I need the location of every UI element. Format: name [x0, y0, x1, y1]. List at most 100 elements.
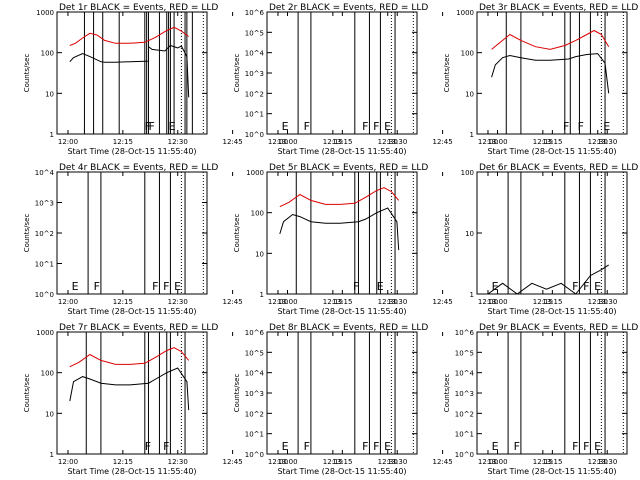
x-tick-label: 12:15: [533, 298, 553, 306]
y-tick-label: 10^4: [35, 169, 55, 177]
plot-title: Det 7r BLACK = Events, RED = LLD: [59, 323, 218, 333]
y-axis-label: Counts/sec: [443, 374, 451, 413]
plot-title: Det 3r BLACK = Events, RED = LLD: [479, 3, 638, 13]
flag-letter: E: [174, 280, 181, 293]
x-tick-label: 12:45: [433, 298, 453, 306]
flag-letter: F: [163, 280, 169, 293]
flag-letter: F: [583, 440, 589, 453]
y-tick-label: 10^3: [245, 390, 264, 398]
x-tick-label: 13:30: [597, 298, 617, 306]
x-axis-label: Start Time (28-Oct-15 11:55:40): [487, 467, 616, 476]
x-tick-label: 12:00: [478, 298, 498, 306]
detector-panel: Det 6r BLACK = Events, RED = LLD 12:00 12:…: [443, 163, 638, 316]
detector-panel: Det 8r BLACK = Events, RED = LLD 12:00 12:…: [233, 323, 617, 476]
x-tick-label: 12:30: [378, 298, 398, 306]
x-tick-label: 12:00: [268, 138, 288, 146]
y-tick-label: 10: [45, 90, 54, 98]
flag-letter: E: [72, 280, 79, 293]
y-tick-label: 10^4: [455, 370, 475, 378]
plot-frame: [56, 331, 208, 455]
flag-letter: F: [304, 120, 310, 133]
y-tick-label: 1: [470, 291, 474, 299]
y-axis-label: Counts/sec: [233, 54, 241, 93]
y-tick-label: 1000: [246, 169, 264, 177]
flag-letter: F: [94, 280, 100, 293]
y-tick-label: 1: [50, 451, 54, 459]
x-tick-label: 12:15: [323, 138, 343, 146]
events-series-line: [69, 44, 190, 98]
x-tick-label: 13:15: [542, 458, 562, 466]
x-tick-label: 12:30: [378, 458, 398, 466]
x-tick-label: 12:45: [223, 298, 243, 306]
flag-letter: E: [377, 280, 384, 293]
flag-letter: E: [594, 280, 601, 293]
x-tick-label: 12:15: [113, 458, 133, 466]
x-tick-label: 13:00: [487, 298, 507, 306]
flag-letter: F: [362, 440, 368, 453]
x-tick-label: 13:15: [542, 298, 562, 306]
x-tick-label: 12:15: [323, 458, 343, 466]
flag-letter: E: [384, 440, 391, 453]
x-tick-label: 13:15: [332, 298, 352, 306]
y-tick-label: 100: [251, 210, 264, 218]
x-axis-label: Start Time (28-Oct-15 11:55:40): [67, 467, 196, 476]
y-axis-label: Counts/sec: [23, 214, 31, 253]
y-tick-label: 1: [470, 131, 474, 139]
x-tick-label: 13:00: [277, 298, 297, 306]
flag-letter: E: [384, 120, 391, 133]
events-series-line: [487, 264, 609, 295]
y-tick-label: 10^2: [245, 90, 264, 98]
y-tick-label: 10^3: [245, 70, 264, 78]
x-tick-label: 13:15: [542, 138, 562, 146]
y-tick-label: 100: [461, 169, 474, 177]
x-tick-label: 12:15: [113, 138, 133, 146]
y-tick-label: 100: [41, 370, 54, 378]
events-series-line: [69, 367, 190, 411]
x-axis-label: Start Time (28-Oct-15 11:55:40): [487, 147, 616, 156]
plot-title: Det 8r BLACK = Events, RED = LLD: [269, 323, 428, 333]
y-tick-label: 10: [465, 230, 474, 238]
plot-title: Det 1r BLACK = Events, RED = LLD: [59, 3, 218, 13]
flag-letter: E: [282, 440, 289, 453]
x-axis-label: Start Time (28-Oct-15 11:55:40): [67, 307, 196, 316]
flag-letter: F: [353, 280, 359, 293]
detector-panel: Det 1r BLACK = Events, RED = LLD 12:00 12:…: [23, 3, 407, 156]
flag-letter: F: [572, 440, 578, 453]
flag-letter: E: [594, 440, 601, 453]
plot-title: Det 4r BLACK = Events, RED = LLD: [59, 163, 218, 173]
x-tick-label: 12:30: [588, 458, 608, 466]
y-tick-label: 10^2: [35, 230, 54, 238]
x-tick-label: 12:30: [168, 138, 188, 146]
x-tick-label: 12:00: [478, 138, 498, 146]
plot-frame: [476, 171, 628, 295]
plot-title: Det 9r BLACK = Events, RED = LLD: [479, 323, 638, 333]
detector-panel: Det 3r BLACK = Events, RED = LLD 12:00 12:…: [443, 3, 638, 156]
x-tick-label: 12:45: [433, 458, 453, 466]
y-tick-label: 10^6: [455, 329, 475, 337]
y-tick-label: 1000: [36, 9, 54, 17]
flag-letter: E: [603, 120, 610, 133]
flag-letter: F: [145, 440, 151, 453]
x-tick-label: 13:30: [387, 458, 407, 466]
y-tick-label: 10^2: [245, 410, 264, 418]
x-axis-label: Start Time (28-Oct-15 11:55:40): [277, 307, 406, 316]
y-tick-label: 10^1: [245, 431, 264, 439]
y-tick-label: 1000: [456, 9, 474, 17]
x-tick-label: 12:00: [268, 298, 288, 306]
x-tick-label: 13:00: [487, 458, 507, 466]
flag-letter: E: [169, 120, 176, 133]
x-tick-label: 12:30: [588, 138, 608, 146]
flag-letter: F: [373, 120, 379, 133]
y-tick-label: 10^1: [455, 431, 474, 439]
x-tick-label: 13:30: [597, 138, 617, 146]
x-tick-label: 12:30: [168, 458, 188, 466]
flag-letter: F: [145, 120, 151, 133]
x-tick-label: 12:30: [588, 298, 608, 306]
y-tick-label: 100: [461, 50, 474, 58]
y-tick-label: 10^0: [455, 451, 474, 459]
plot-frame: [56, 171, 208, 295]
x-tick-label: 12:45: [223, 458, 243, 466]
x-tick-label: 12:15: [533, 138, 553, 146]
lld-series-line: [279, 187, 400, 208]
x-tick-label: 13:00: [277, 138, 297, 146]
